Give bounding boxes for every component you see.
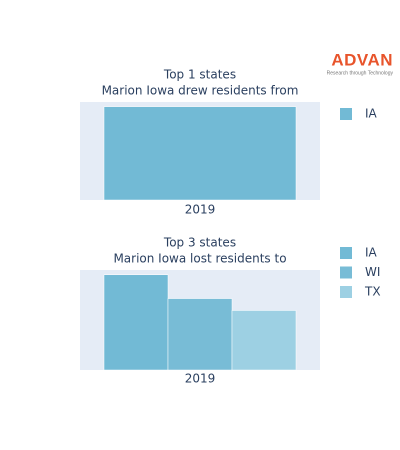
chart-title: Top 3 states (163, 236, 236, 250)
x-tick-label: 2019 (185, 372, 216, 386)
bar (231, 310, 297, 371)
bar (103, 106, 297, 201)
chart-title: Marion Iowa lost residents to (113, 252, 286, 266)
legend-swatch (340, 266, 352, 279)
legend-label: TX (364, 285, 381, 299)
bar (167, 298, 233, 371)
x-tick-label: 2019 (185, 203, 216, 217)
legend-label: WI (365, 265, 380, 279)
legend-label: IA (365, 107, 378, 121)
chart-title: Top 1 states (163, 68, 236, 82)
logo-tagline: Research through Technology (327, 70, 394, 76)
legend-swatch (340, 286, 352, 298)
legend-swatch (340, 247, 352, 259)
bar (103, 274, 169, 371)
legend-label: IA (365, 246, 378, 260)
legend-swatch (340, 108, 352, 120)
chart-title: Marion Iowa drew residents from (102, 84, 299, 98)
logo: ADVAN (331, 50, 393, 69)
